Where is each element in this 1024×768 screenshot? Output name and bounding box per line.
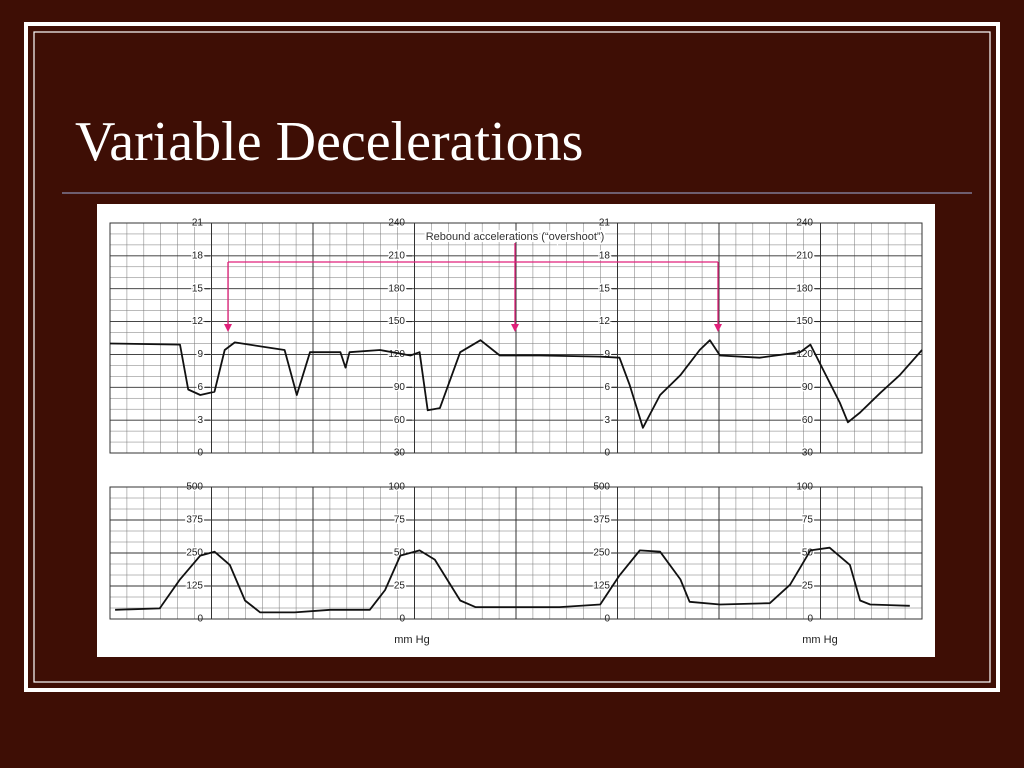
tick-label: 150 (388, 316, 405, 327)
tick-label: 3 (604, 415, 610, 426)
tick-label: 6 (197, 382, 203, 393)
tick-label: 375 (186, 515, 203, 526)
tick-label: 18 (192, 250, 204, 261)
tick-label: 18 (599, 250, 611, 261)
arrow-head (224, 324, 232, 332)
tick-label: 50 (394, 548, 406, 559)
plot-frame (109, 486, 923, 620)
tick-label: 9 (197, 349, 203, 360)
outer-border (24, 22, 1000, 692)
tick-label: 150 (796, 316, 813, 327)
tick-label: 125 (593, 581, 610, 592)
tick-label: 210 (388, 250, 405, 261)
tick-label: 125 (186, 581, 203, 592)
inner-border (33, 31, 991, 683)
tick-label: 12 (599, 316, 611, 327)
tick-label: 60 (394, 415, 406, 426)
tick-label: 50 (802, 548, 814, 559)
tick-label: 15 (599, 283, 611, 294)
annotation: Rebound accelerations (“overshoot”) (426, 231, 605, 243)
plot-frame (109, 222, 923, 454)
tick-label: 15 (192, 283, 204, 294)
arrow-head (511, 324, 519, 332)
slide-title: Variable Decelerations (75, 111, 583, 173)
annotation-arrows (227, 243, 719, 326)
tick-label: 250 (593, 548, 610, 559)
tick-label: 90 (394, 382, 406, 393)
tick-label: 180 (388, 283, 405, 294)
tick-label: 180 (796, 283, 813, 294)
axis-label: mm Hg (802, 634, 837, 646)
axis-label: mm Hg (394, 634, 429, 646)
tick-label: 9 (604, 349, 610, 360)
tick-label: 6 (604, 382, 610, 393)
arrow-stems (227, 243, 719, 326)
tick-label: 12 (192, 316, 204, 327)
tick-label: 210 (796, 250, 813, 261)
tick-label: 60 (802, 415, 814, 426)
arrow-head (714, 324, 722, 332)
tick-label: 3 (197, 415, 203, 426)
tick-label: 120 (796, 349, 813, 360)
trace (115, 546, 910, 614)
tick-label: 120 (388, 349, 405, 360)
tick-label: 25 (802, 581, 814, 592)
tick-label: 25 (394, 581, 406, 592)
tick-label: 375 (593, 515, 610, 526)
arrow-heads (224, 324, 722, 332)
tick-label: 250 (186, 548, 203, 559)
tick-label: 90 (802, 382, 814, 393)
tick-label: 75 (802, 515, 814, 526)
trace (109, 339, 923, 429)
figure: 0369121518213060901201501802102400369121… (109, 216, 923, 647)
tick-label: 75 (394, 515, 406, 526)
